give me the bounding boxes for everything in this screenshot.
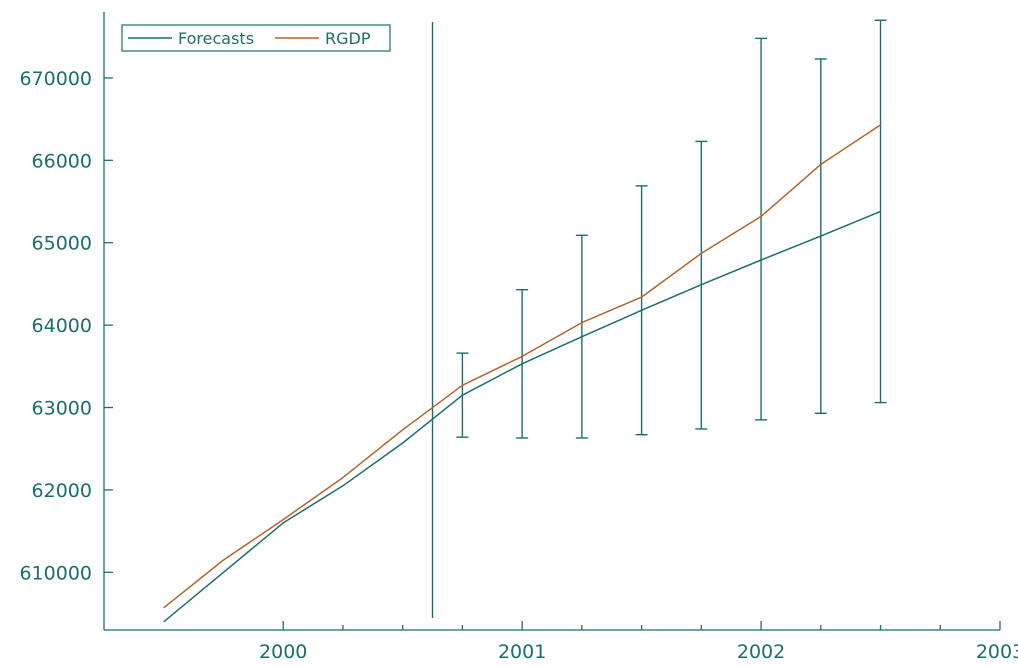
legend-label-forecasts: Forecasts bbox=[178, 29, 254, 48]
y-tick-label: 63000 bbox=[32, 398, 92, 420]
y-tick-label: 62000 bbox=[32, 480, 92, 502]
x-tick-label: 2003 bbox=[976, 641, 1018, 663]
plot-area bbox=[163, 19, 887, 623]
y-tick-label: 65000 bbox=[32, 233, 92, 255]
axes: 610000 62000 63000 64000 65000 66000 670000 200… bbox=[19, 12, 1018, 663]
legend-label-rgdp: RGDP bbox=[325, 29, 371, 48]
x-tick-label: 2002 bbox=[737, 641, 785, 663]
legend: Forecasts RGDP bbox=[121, 24, 391, 52]
series-line-forecasts bbox=[163, 210, 881, 623]
series-line-rgdp bbox=[163, 124, 881, 609]
y-tick-label: 670000 bbox=[19, 68, 92, 90]
y-tick-label: 610000 bbox=[19, 562, 92, 584]
y-tick-label: 64000 bbox=[32, 315, 92, 337]
y-tick-label: 66000 bbox=[32, 150, 92, 172]
x-tick-label: 2000 bbox=[259, 641, 307, 663]
x-tick-label: 2001 bbox=[498, 641, 546, 663]
